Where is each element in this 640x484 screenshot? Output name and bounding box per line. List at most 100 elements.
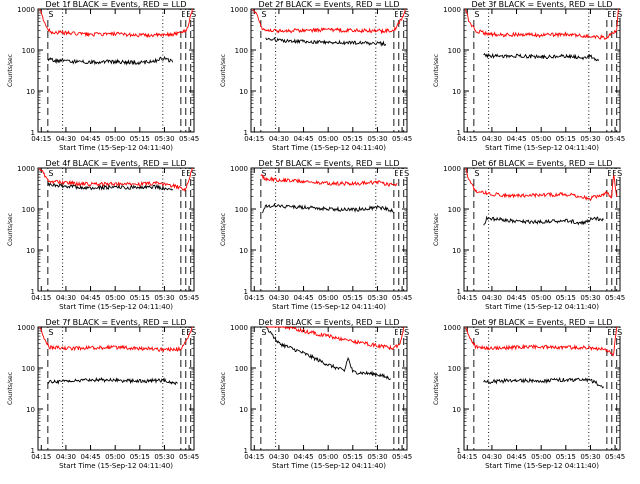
- marker-label: S: [617, 10, 622, 19]
- chart-panel-6: Det 6f BLACK = Events, RED = LLD 1 10 100 10…: [433, 159, 625, 311]
- marker-label-bg: [179, 169, 188, 177]
- x-axis-label: Start Time (15-Sep-12 04:11:40): [272, 462, 386, 470]
- events-series-line: [483, 52, 600, 62]
- plot-frame: [463, 167, 621, 292]
- x-tick-label: 05:15: [343, 135, 363, 143]
- plot-frame: [250, 8, 408, 133]
- y-tick-label: 10: [452, 88, 461, 96]
- x-tick-label: 04:30: [56, 294, 76, 302]
- chart-panel-8: Det 8f BLACK = Events, RED = LLD 1 10 100 10…: [220, 318, 412, 470]
- x-tick-label: 04:30: [56, 453, 76, 461]
- x-tick-label: 04:30: [269, 294, 289, 302]
- marker-label: S: [617, 328, 622, 337]
- chart-title: Det 8f BLACK = Events, RED = LLD: [258, 318, 399, 327]
- chart-title: Det 4f BLACK = Events, RED = LLD: [45, 159, 186, 168]
- x-tick-label: 05:30: [367, 294, 387, 302]
- events-series-line: [483, 215, 604, 226]
- x-tick-label: 05:15: [130, 135, 150, 143]
- plot-frame: [250, 167, 408, 292]
- x-tick-label: 05:45: [392, 453, 412, 461]
- x-axis-label: Start Time (15-Sep-12 04:11:40): [485, 303, 599, 311]
- chart-panel-1: Det 1f BLACK = Events, RED = LLD 1 10 100 10…: [7, 0, 199, 152]
- y-tick-label: 1: [244, 288, 248, 296]
- x-tick-label: 05:15: [343, 294, 363, 302]
- x-tick-label: 05:30: [154, 453, 174, 461]
- x-tick-label: 05:15: [556, 294, 576, 302]
- marker-label: E: [186, 169, 191, 178]
- x-tick-label: 05:45: [179, 135, 199, 143]
- y-axis-label: Counts/sec: [220, 213, 227, 246]
- x-tick-label: 04:45: [80, 294, 100, 302]
- marker-label: S: [404, 328, 409, 337]
- marker-label: E: [399, 10, 404, 19]
- x-tick-label: 05:15: [556, 135, 576, 143]
- marker-label-bg: [397, 10, 406, 18]
- marker-label-bg: [402, 328, 411, 336]
- x-tick-label: 05:45: [392, 135, 412, 143]
- y-axis-label: Counts/sec: [7, 54, 14, 87]
- marker-label-bg: [392, 10, 401, 18]
- marker-label-bg: [259, 328, 268, 336]
- marker-label: E: [607, 328, 612, 337]
- plot-frame: [250, 326, 408, 451]
- y-tick-label: 1: [457, 288, 461, 296]
- lld-series-line: [39, 8, 193, 39]
- marker-label-bg: [610, 10, 619, 18]
- x-tick-label: 05:00: [318, 294, 338, 302]
- marker-label-bg: [259, 10, 268, 18]
- marker-label: S: [617, 169, 622, 178]
- marker-label-bg: [615, 10, 624, 18]
- x-tick-label: 05:30: [580, 294, 600, 302]
- marker-label-bg: [189, 10, 198, 18]
- chart-title: Det 3f BLACK = Events, RED = LLD: [471, 0, 612, 9]
- marker-label-bg: [259, 169, 268, 177]
- y-axis-label: Counts/sec: [220, 54, 227, 87]
- plot-frame: [37, 326, 195, 451]
- plot-frame: [37, 8, 195, 133]
- y-tick-label: 100: [448, 206, 461, 214]
- x-axis-label: Start Time (15-Sep-12 04:11:40): [485, 144, 599, 152]
- x-tick-label: 04:15: [31, 453, 51, 461]
- x-tick-label: 05:15: [130, 453, 150, 461]
- y-tick-label: 1000: [230, 324, 248, 332]
- x-tick-label: 04:15: [457, 453, 477, 461]
- marker-label-bg: [184, 169, 193, 177]
- x-axis-label: Start Time (15-Sep-12 04:11:40): [59, 303, 173, 311]
- marker-label-bg: [605, 10, 614, 18]
- chart-panel-3: Det 3f BLACK = Events, RED = LLD 1 10 100 10…: [433, 0, 625, 152]
- marker-label-bg: [189, 328, 198, 336]
- x-tick-label: 05:30: [154, 294, 174, 302]
- x-tick-label: 04:15: [457, 294, 477, 302]
- events-series-line: [262, 326, 391, 381]
- chart-title: Det 9f BLACK = Events, RED = LLD: [471, 318, 612, 327]
- x-tick-label: 05:30: [580, 135, 600, 143]
- y-tick-label: 100: [448, 365, 461, 373]
- marker-label-bg: [46, 169, 55, 177]
- x-tick-label: 05:30: [367, 453, 387, 461]
- y-tick-label: 100: [448, 47, 461, 55]
- marker-label-bg: [610, 328, 619, 336]
- y-tick-label: 10: [239, 247, 248, 255]
- marker-label: E: [394, 10, 399, 19]
- lld-series-line: [465, 8, 619, 41]
- marker-label: E: [181, 328, 186, 337]
- y-axis-label: Counts/sec: [7, 213, 14, 246]
- marker-label: E: [186, 10, 191, 19]
- chart-title: Det 2f BLACK = Events, RED = LLD: [258, 0, 399, 9]
- x-tick-label: 04:45: [293, 135, 313, 143]
- x-tick-label: 05:00: [105, 453, 125, 461]
- x-axis-label: Start Time (15-Sep-12 04:11:40): [59, 144, 173, 152]
- marker-label: E: [181, 10, 186, 19]
- marker-label-bg: [605, 328, 614, 336]
- x-tick-label: 05:15: [343, 453, 363, 461]
- lld-series-line: [465, 167, 618, 202]
- marker-label: S: [191, 10, 196, 19]
- x-tick-label: 05:15: [130, 294, 150, 302]
- marker-label: S: [48, 328, 53, 337]
- x-tick-label: 05:30: [154, 135, 174, 143]
- marker-label-bg: [397, 328, 406, 336]
- x-tick-label: 04:45: [506, 294, 526, 302]
- chart-title: Det 5f BLACK = Events, RED = LLD: [258, 159, 399, 168]
- x-tick-label: 04:15: [457, 135, 477, 143]
